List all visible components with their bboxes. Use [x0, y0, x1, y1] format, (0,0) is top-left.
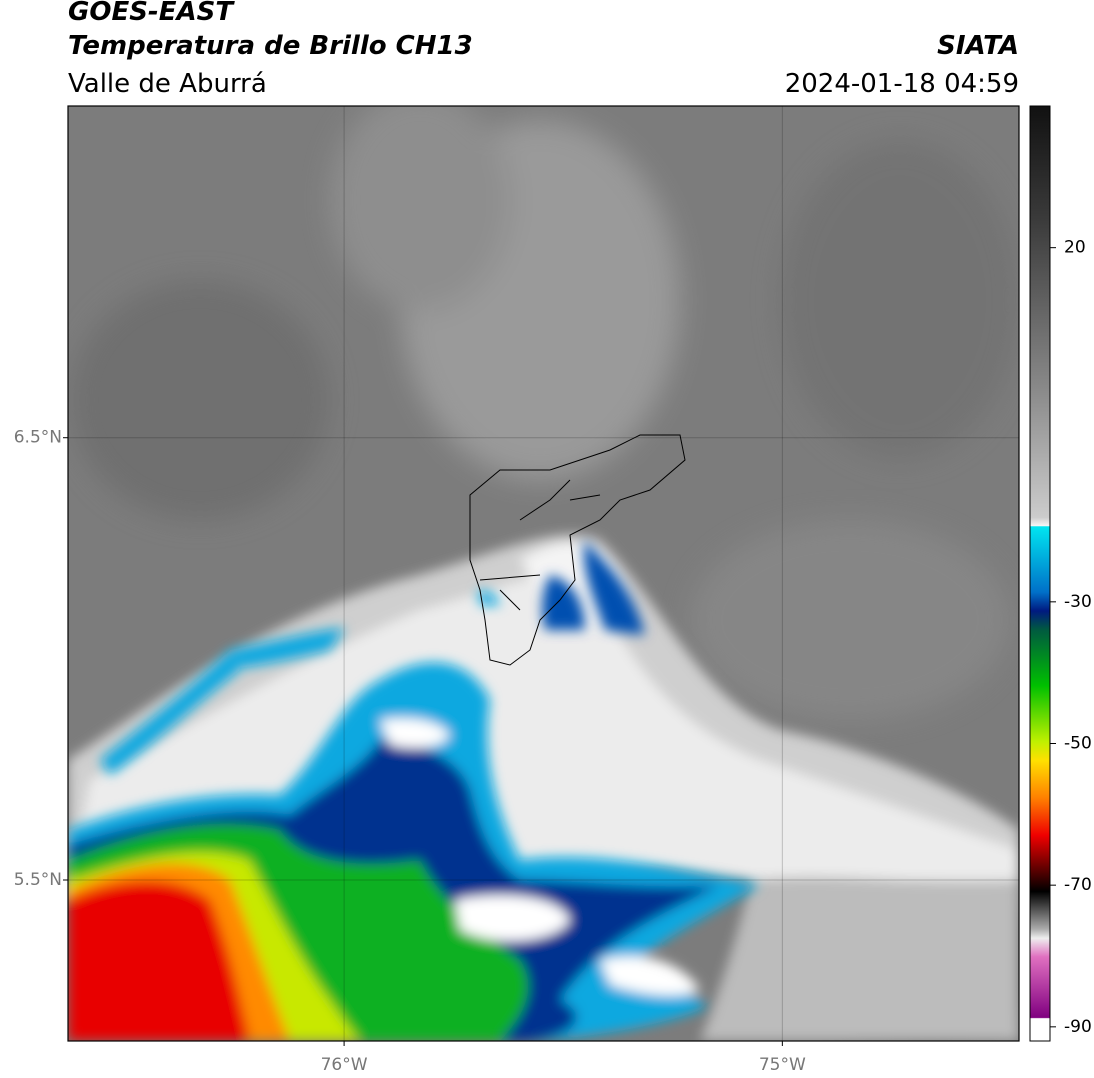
region-title: Valle de Aburrá [68, 69, 267, 99]
satellite-title: GOES-EAST [68, 0, 235, 27]
colorbar [1029, 105, 1051, 1042]
map-frame [67, 105, 1020, 1042]
colorbar-tick-label: -90 [1064, 1017, 1092, 1037]
colorbar-ticks: 20 -30 -50 -70 -90 [1050, 238, 1092, 1037]
colorbar-tick-label: -30 [1064, 592, 1092, 612]
lon-tick-label: 75°W [759, 1055, 806, 1075]
satellite-image [68, 106, 1019, 1041]
source-title: SIATA [937, 31, 1019, 61]
lat-tick-label: 6.5°N [14, 428, 62, 448]
lon-tick-label: 76°W [321, 1055, 368, 1075]
colorbar-tick-label: -70 [1064, 875, 1092, 895]
product-title: Temperatura de Brillo CH13 [68, 31, 473, 61]
map-ticks: 6.5°N 5.5°N 76°W 75°W [14, 106, 1019, 1075]
datetime: 2024-01-18 04:59 [785, 69, 1019, 99]
lat-tick-label: 5.5°N [14, 870, 62, 890]
colorbar-tick-label: -50 [1064, 734, 1092, 754]
colorbar-tick-label: 20 [1064, 238, 1086, 258]
